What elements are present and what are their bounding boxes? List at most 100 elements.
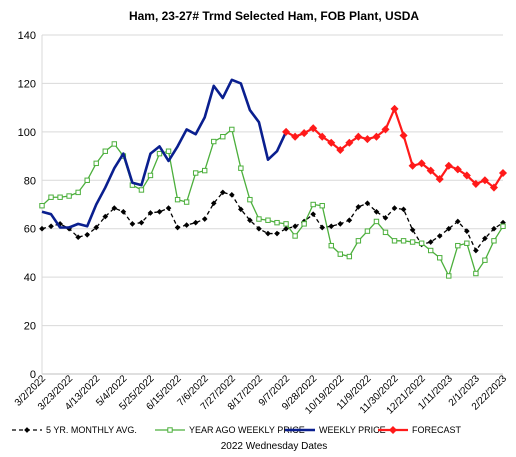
data-point xyxy=(372,132,381,141)
data-point xyxy=(382,214,389,221)
data-point xyxy=(256,216,262,222)
data-point xyxy=(381,125,390,134)
data-point xyxy=(39,203,45,209)
data-point xyxy=(364,200,371,207)
data-point xyxy=(399,131,408,140)
data-point xyxy=(346,253,353,260)
data-point xyxy=(291,132,300,141)
data-point xyxy=(462,171,471,180)
series-year-ago-weekly-price xyxy=(39,126,506,279)
data-point xyxy=(102,148,108,154)
data-point xyxy=(202,167,208,174)
data-point xyxy=(238,206,244,213)
y-tick-label: 120 xyxy=(18,78,36,90)
data-point xyxy=(256,225,262,232)
data-point xyxy=(129,221,136,227)
data-point xyxy=(310,211,317,218)
data-point xyxy=(427,239,434,245)
data-point xyxy=(174,224,181,231)
data-point xyxy=(453,165,462,174)
data-point xyxy=(427,247,434,254)
data-point xyxy=(482,257,488,263)
data-point xyxy=(183,199,190,205)
data-point xyxy=(66,193,72,199)
data-point xyxy=(454,218,461,225)
series-line xyxy=(41,78,288,229)
data-point xyxy=(310,201,316,208)
data-point xyxy=(363,135,372,144)
data-point xyxy=(446,273,452,279)
data-point xyxy=(337,251,343,257)
data-point xyxy=(318,132,327,141)
data-point xyxy=(111,141,118,147)
series-line xyxy=(41,128,504,277)
data-point xyxy=(229,126,235,133)
data-point xyxy=(473,247,479,254)
data-point xyxy=(489,183,498,192)
data-point xyxy=(292,223,298,230)
axes: 0 20 40 60 80 100 120 140 xyxy=(18,30,503,381)
data-point xyxy=(147,172,154,179)
data-point xyxy=(57,194,63,200)
data-point xyxy=(147,210,154,216)
data-point xyxy=(219,189,226,196)
data-point xyxy=(228,191,235,198)
data-point xyxy=(390,104,399,113)
data-point xyxy=(93,160,99,167)
data-point xyxy=(75,234,81,241)
legend-label: WEEKLY PRICE xyxy=(319,425,386,435)
data-point xyxy=(192,219,199,226)
data-point xyxy=(408,161,417,170)
data-point xyxy=(138,219,145,226)
series-weekly-price xyxy=(41,78,288,229)
data-point xyxy=(165,148,172,154)
data-point xyxy=(138,187,145,193)
y-tick-label: 0 xyxy=(30,369,36,381)
legend-item: FORECAST xyxy=(378,425,462,435)
data-point xyxy=(247,217,253,224)
data-point xyxy=(400,238,407,244)
data-point xyxy=(473,270,479,277)
series-forecast xyxy=(282,104,508,192)
data-point xyxy=(426,166,435,175)
data-point xyxy=(282,127,291,136)
legend: 5 YR. MONTHLY AVG. YEAR AGO WEEKLY PRICE W… xyxy=(12,425,462,435)
data-point xyxy=(220,134,226,140)
data-point xyxy=(373,218,380,225)
data-point xyxy=(388,425,398,435)
data-point xyxy=(247,196,253,203)
data-point xyxy=(364,228,371,234)
data-point xyxy=(455,242,461,249)
data-point xyxy=(265,217,271,223)
data-point xyxy=(167,427,173,433)
data-point xyxy=(500,223,506,229)
data-point xyxy=(336,145,345,155)
data-point xyxy=(309,124,318,133)
data-point xyxy=(491,225,497,232)
data-point xyxy=(84,231,91,238)
data-point xyxy=(300,129,309,138)
data-point xyxy=(482,235,488,242)
data-point xyxy=(283,225,289,232)
data-point xyxy=(345,138,354,147)
data-point xyxy=(210,200,217,207)
data-point xyxy=(373,208,380,215)
data-point xyxy=(301,221,307,227)
data-point xyxy=(211,138,217,145)
legend-item: YEAR AGO WEEKLY PRICE xyxy=(155,425,305,435)
data-point xyxy=(400,206,407,213)
data-point xyxy=(283,221,289,227)
data-point xyxy=(491,238,497,244)
data-point xyxy=(409,227,416,233)
data-point xyxy=(391,238,398,244)
y-tick-label: 20 xyxy=(24,321,36,333)
data-point xyxy=(355,238,362,244)
data-point xyxy=(319,224,326,231)
data-point xyxy=(417,159,426,168)
data-point xyxy=(75,189,81,196)
data-point xyxy=(498,168,508,178)
data-point xyxy=(337,221,344,227)
legend-label: FORECAST xyxy=(412,425,462,435)
data-point xyxy=(48,223,54,230)
data-point xyxy=(444,161,453,170)
